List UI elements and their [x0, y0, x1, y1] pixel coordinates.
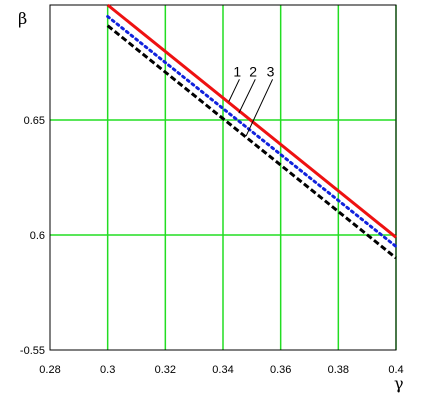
series-line-1 — [106, 3, 397, 239]
curve-label-2: 2 — [249, 63, 257, 79]
x-tick-label-1: 0.3 — [100, 364, 115, 376]
plot-border — [49, 4, 397, 351]
tick-labels: 0.28 0.3 0.32 0.34 0.36 0.38 0.4 -0.55 0.6 0.65 — [20, 115, 404, 376]
series-line-3 — [106, 24, 397, 260]
x-tick-label-0: 0.28 — [39, 364, 60, 376]
curve-label-3: 3 — [267, 63, 275, 79]
series-line-2 — [106, 15, 398, 248]
curve-label-leader-1 — [228, 79, 240, 102]
x-tick-label-6: 0.4 — [388, 364, 403, 376]
x-tick-label-5: 0.38 — [328, 364, 349, 376]
curve-label-leader-3 — [245, 79, 274, 137]
y-tick-label-2: 0.65 — [24, 115, 45, 127]
x-axis-label: γ — [394, 374, 404, 393]
plot-frame — [49, 4, 397, 351]
x-tick-label-3: 0.34 — [212, 364, 233, 376]
gridlines — [50, 5, 397, 350]
series-lines — [106, 3, 398, 260]
y-tick-label-1: 0.6 — [30, 230, 45, 242]
x-tick-label-4: 0.36 — [270, 364, 291, 376]
curve-label-1: 1 — [233, 63, 241, 79]
y-axis-label: β — [18, 9, 27, 28]
curve-label-leader-2 — [238, 79, 256, 114]
x-tick-label-2: 0.32 — [155, 364, 176, 376]
y-tick-label-0: -0.55 — [20, 345, 45, 357]
